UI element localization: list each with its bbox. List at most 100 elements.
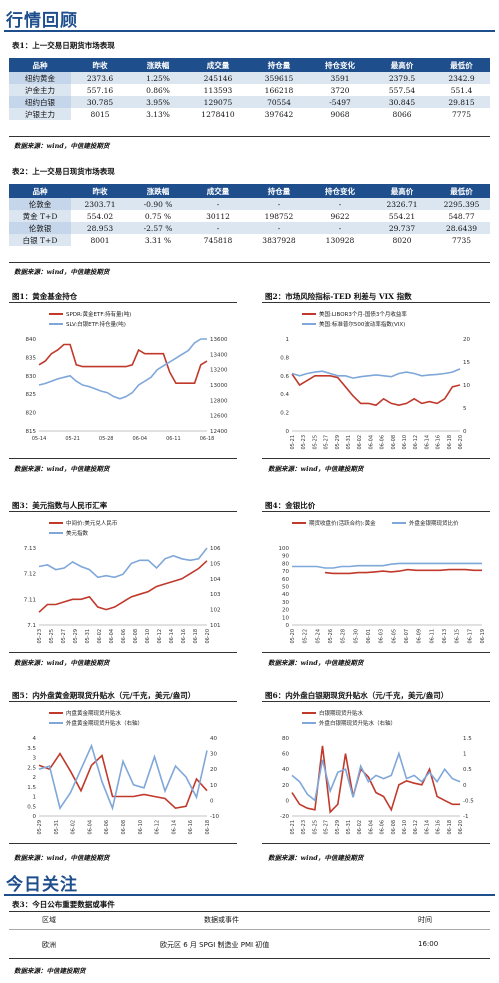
x-tick: 05-27 — [324, 435, 330, 450]
col-header: 持仓变化 — [309, 184, 371, 198]
table-cell: 166218 — [264, 85, 294, 95]
series-line-0 — [38, 343, 208, 384]
x-tick: 05-14 — [32, 436, 47, 442]
table-row: 纽约白银 30.785 3.95% 129075 70554 -5497 30.845 29.… — [9, 96, 490, 108]
x-tick: 06-18 — [193, 629, 199, 644]
x-tick: 06-08 — [391, 820, 397, 835]
table-cell: 9068 — [330, 109, 350, 119]
table-cell: 359615 — [249, 72, 309, 84]
y-tick-left: 7.11 — [24, 597, 36, 603]
table-cell: 29.737 — [371, 222, 433, 234]
x-tick: 05-27 — [61, 629, 67, 644]
y-tick-left: 90 — [282, 554, 289, 560]
y-tick-right: 20 — [463, 337, 470, 343]
table-cell: - — [249, 222, 309, 234]
x-tick: 05-25 — [312, 435, 318, 450]
table-cell: 129075 — [187, 96, 249, 108]
table-cell: 557.54 — [388, 85, 416, 95]
table-cell: 1278410 — [201, 109, 235, 119]
y-tick-right: 10 — [210, 783, 217, 789]
table-cell: 28.953 — [71, 222, 129, 234]
x-tick: 06-14 — [169, 629, 175, 644]
chart1-top-rule — [9, 302, 237, 303]
col-header: 持仓量 — [249, 58, 309, 72]
table3-source: 数据来源：中信建投期货 — [14, 967, 86, 975]
table-cell: 3591 — [309, 72, 371, 84]
x-tick: 05-21 — [290, 435, 296, 450]
col-header: 品种 — [9, 184, 71, 198]
chart-svg: 0 0.5 1 1.5 2 2.5 3 3.5 4 -10 0 10 20 30 40 05-29 05-31 0… — [27, 709, 219, 835]
series-line-0 — [291, 745, 460, 814]
event-region: 欧洲 — [42, 941, 56, 949]
x-tick: 05-29 — [335, 820, 341, 835]
table3-mid-rule — [9, 929, 490, 930]
x-tick: 06-20 — [458, 435, 464, 450]
legend-label: 中间价:美元兑人民币 — [66, 519, 118, 527]
x-tick: 05-31 — [85, 629, 91, 644]
table-cell: 2326.71 — [371, 198, 433, 210]
y-tick-left: 7.1 — [27, 623, 36, 629]
table-cell: 3720 — [330, 85, 350, 95]
col-header: 最低价 — [433, 58, 490, 72]
x-tick: 05-28 — [341, 629, 347, 644]
y-tick-left: 0.8 — [280, 355, 289, 361]
table-cell: 28.6439 — [433, 222, 490, 234]
table-cell: 伦敦金 — [9, 198, 71, 210]
y-tick-left: 4 — [33, 736, 37, 742]
table-cell: -0.90 % — [129, 198, 187, 210]
y-tick-right: 40 — [210, 736, 217, 742]
x-tick: 06-14 — [424, 820, 430, 835]
legend-label: 外盘白银期现货升贴水（右轴） — [319, 719, 396, 727]
y-tick-left: 0.2 — [280, 411, 289, 417]
table-cell: 198752 — [264, 211, 294, 221]
x-tick: 06-16 — [436, 820, 442, 835]
section-title-review: 行情回顾 — [6, 11, 78, 31]
y-tick-right: 13000 — [210, 383, 228, 389]
table-row: 白银 T+D 8001 3.31 % 745818 3837928 130928 8020 7… — [9, 234, 490, 246]
series-line-1 — [38, 338, 207, 400]
x-tick: 06-04 — [368, 435, 374, 450]
x-tick: 05-23 — [301, 435, 307, 450]
y-tick-left: 40 — [282, 592, 289, 598]
x-tick: 06-11 — [429, 629, 435, 644]
table-cell: 黄金 T+D — [9, 210, 71, 222]
y-tick-left: 0 — [33, 814, 37, 820]
chart-gold-silver-ratio: 0 10 20 30 40 50 60 70 80 90 100 05-20 05-22 05-24 05-… — [262, 514, 490, 649]
table-cell: 3837928 — [262, 235, 296, 245]
chart5-caption: 图5：内外盘黄金期现货升贴水（元/千克，美元/盎司） — [12, 691, 196, 700]
table-cell: 白银 T+D — [9, 234, 71, 246]
chart-ted-vix: 0 0.2 0.4 0.6 0.8 1 0 5 10 15 20 05-21 05-23 05-25 05-… — [262, 305, 490, 455]
y-tick-left: 0 — [286, 429, 290, 435]
y-tick-left: 40 — [282, 767, 289, 773]
table-row: 黄金 T+D 554.02 0.75 % 30112 198752 9622 554.21 5… — [9, 210, 490, 222]
legend-label: 美国:LIBOR3个月-国债3个月收益率 — [319, 310, 407, 318]
table-cell: 130928 — [325, 235, 355, 245]
chart3-top-rule — [9, 511, 237, 512]
chart2-bottom-rule — [262, 458, 490, 459]
x-tick: 06-02 — [357, 820, 363, 835]
x-tick: 05-25 — [312, 820, 318, 835]
table-cell: 551.4 — [450, 85, 473, 95]
table2-source: 数据来源：wind，中信建投期货 — [14, 268, 110, 276]
x-tick: 06-02 — [357, 435, 363, 450]
y-tick-left: 80 — [282, 561, 289, 567]
x-tick: 05-20 — [290, 629, 296, 644]
x-tick: 06-13 — [442, 629, 448, 644]
chart2-source: 数据来源：wind，中信建投期货 — [268, 465, 364, 473]
table-cell: 纽约黄金 — [9, 72, 71, 84]
x-tick: 06-10 — [145, 629, 151, 644]
y-tick-left: 0.6 — [280, 374, 289, 380]
chart5-bottom-rule — [9, 843, 237, 844]
y-tick-left: 0 — [286, 798, 290, 804]
y-tick-right: 13400 — [210, 352, 228, 358]
y-tick-left: 7.12 — [24, 572, 36, 578]
y-tick-left: 30 — [282, 600, 289, 606]
x-tick: 06-12 — [157, 629, 163, 644]
y-tick-right: 5 — [463, 406, 467, 412]
y-tick-left: 840 — [26, 337, 37, 343]
y-tick-left: 2.5 — [27, 765, 36, 771]
x-tick: 05-31 — [54, 820, 60, 835]
chart-gold-basis: 0 0.5 1 1.5 2 2.5 3 3.5 4 -10 0 10 20 30 40 05-29 05-31 0… — [9, 704, 237, 840]
x-tick: 06-18 — [205, 820, 211, 835]
chart4-source: 数据来源：wind，中信建投期货 — [268, 659, 364, 667]
